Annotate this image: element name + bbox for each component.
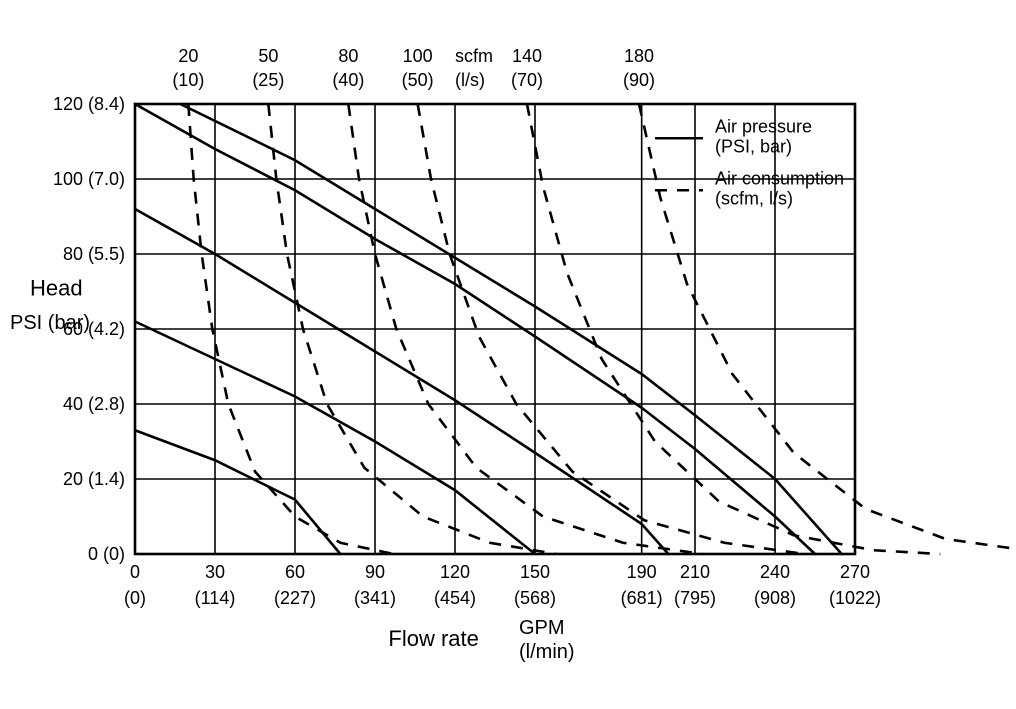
- top-label-scfm: 50: [258, 46, 278, 66]
- x-tick-top: 190: [627, 562, 657, 582]
- y-tick-label: 20 (1.4): [63, 469, 125, 489]
- y-tick-label: 80 (5.5): [63, 244, 125, 264]
- legend-label-2: (PSI, bar): [715, 136, 792, 156]
- x-tick-bot: (908): [754, 588, 796, 608]
- top-label-scfm: 80: [338, 46, 358, 66]
- x-tick-bot: (454): [434, 588, 476, 608]
- top-label-ls: (40): [332, 70, 364, 90]
- y-axis-title-2: PSI (bar): [10, 312, 90, 334]
- top-label-ls: (90): [623, 70, 655, 90]
- x-tick-top: 90: [365, 562, 385, 582]
- x-tick-top: 240: [760, 562, 790, 582]
- y-tick-label: 0 (0): [88, 544, 125, 564]
- x-tick-bot: (681): [621, 588, 663, 608]
- legend-label-2: (scfm, l/s): [715, 188, 793, 208]
- top-label-ls: (70): [511, 70, 543, 90]
- legend-label-1: Air pressure: [715, 116, 812, 136]
- x-axis-title: Flow rate: [388, 626, 478, 651]
- x-tick-top: 30: [205, 562, 225, 582]
- x-tick-top: 120: [440, 562, 470, 582]
- top-label-scfm: 20: [178, 46, 198, 66]
- x-tick-top: 60: [285, 562, 305, 582]
- x-axis-unit-1: GPM: [519, 617, 565, 639]
- x-tick-bot: (795): [674, 588, 716, 608]
- legend-label-1: Air consumption: [715, 168, 844, 188]
- x-tick-bot: (341): [354, 588, 396, 608]
- top-label-scfm: 180: [624, 46, 654, 66]
- top-label-scfm: 100: [403, 46, 433, 66]
- x-tick-bot: (0): [124, 588, 146, 608]
- y-tick-label: 120 (8.4): [53, 94, 125, 114]
- x-tick-bot: (227): [274, 588, 316, 608]
- x-tick-top: 0: [130, 562, 140, 582]
- top-label-ls: (10): [172, 70, 204, 90]
- y-axis-title-1: Head: [30, 275, 83, 300]
- top-label-scfm: 140: [512, 46, 542, 66]
- chart-svg: 0 (0)20 (1.4)40 (2.8)60 (4.2)80 (5.5)100…: [0, 0, 1016, 709]
- x-tick-top: 270: [840, 562, 870, 582]
- pump-performance-chart: 0 (0)20 (1.4)40 (2.8)60 (4.2)80 (5.5)100…: [0, 0, 1016, 709]
- y-tick-label: 40 (2.8): [63, 394, 125, 414]
- y-tick-label: 100 (7.0): [53, 169, 125, 189]
- x-axis-unit-2: (l/min): [519, 641, 575, 663]
- x-tick-bot: (114): [195, 588, 236, 608]
- top-unit-ls: (l/s): [455, 70, 485, 90]
- top-label-ls: (50): [402, 70, 434, 90]
- x-tick-bot: (1022): [829, 588, 881, 608]
- top-label-ls: (25): [252, 70, 284, 90]
- x-tick-bot: (568): [514, 588, 556, 608]
- x-tick-top: 210: [680, 562, 710, 582]
- x-tick-top: 150: [520, 562, 550, 582]
- top-unit-scfm: scfm: [455, 46, 493, 66]
